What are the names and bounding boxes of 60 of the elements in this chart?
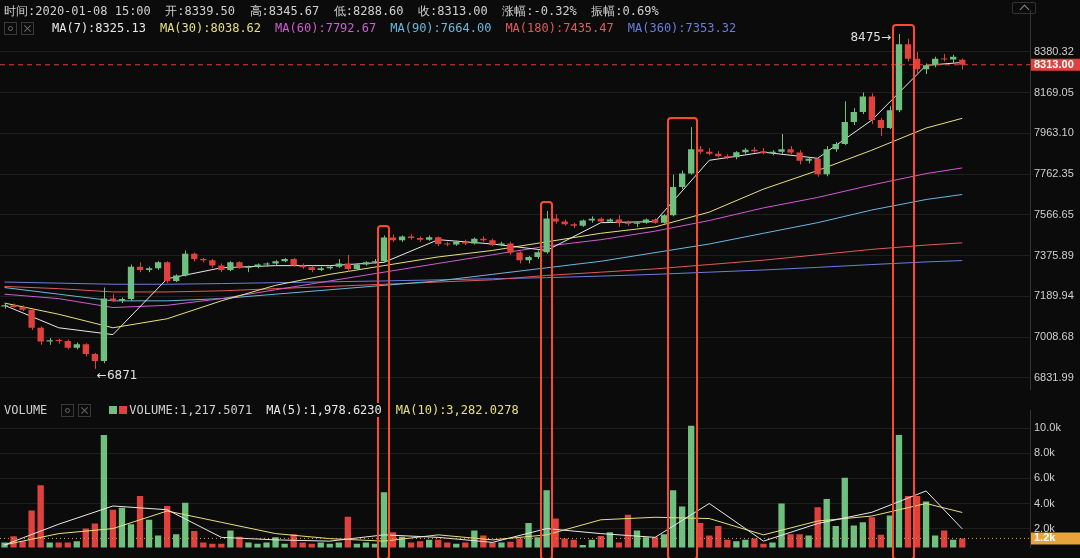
candlestick bbox=[570, 222, 577, 229]
chart-title: 时间:2020-01-08 15:00 开:8339.50 高:8345.67 低:8288.60 收:8313.00 涨幅:-0.32% 振幅:0.69% bbox=[4, 3, 659, 20]
y-tick-label: 4.0k bbox=[1034, 496, 1056, 509]
candlestick bbox=[362, 260, 370, 267]
text: MA(5):1,978.6230 bbox=[266, 403, 382, 417]
text: MA(10):3,282.0278 bbox=[395, 403, 519, 417]
y-tick-label: 8.0k bbox=[1034, 446, 1056, 459]
text: MA(90):7664.00 bbox=[390, 21, 492, 35]
legend-label: VOLUME:1,217.5071 bbox=[109, 403, 253, 417]
candlestick bbox=[416, 235, 424, 243]
y-tick-label: 7566.65 bbox=[1034, 207, 1074, 220]
candlestick bbox=[290, 257, 297, 268]
candlestick bbox=[263, 261, 270, 268]
text: MA(30):8038.62 bbox=[159, 21, 262, 35]
candlestick bbox=[606, 217, 614, 224]
y-tick-label: 7762.35 bbox=[1034, 167, 1074, 180]
candlestick bbox=[760, 147, 767, 155]
candlestick bbox=[507, 241, 514, 256]
candlestick bbox=[543, 210, 550, 255]
annotation: ←6871 bbox=[96, 367, 138, 382]
y-tick-label: 7963.10 bbox=[1034, 126, 1074, 139]
candlestick bbox=[778, 133, 785, 155]
text: MA(360):7353.32 bbox=[627, 21, 737, 35]
y-tick-label: 6.0k bbox=[1034, 471, 1056, 484]
y-tick-label: 7189.94 bbox=[1034, 289, 1074, 302]
y-tick-label: 7375.89 bbox=[1034, 248, 1074, 261]
y-tick-label: 7008.68 bbox=[1034, 330, 1074, 343]
candlestick bbox=[426, 234, 433, 242]
candlestick bbox=[37, 326, 44, 346]
candlestick bbox=[805, 156, 812, 164]
candlestick bbox=[317, 266, 324, 272]
candlestick bbox=[796, 149, 803, 165]
candlestick bbox=[552, 213, 559, 225]
candlestick bbox=[10, 303, 17, 309]
ref-line-label: 8313.00 bbox=[1034, 57, 1074, 70]
annotation: 8475→ bbox=[850, 30, 891, 45]
text: MA(60):7792.67 bbox=[275, 21, 377, 35]
y-tick-label: 8169.05 bbox=[1034, 85, 1074, 98]
y-tick-label: 8380.32 bbox=[1034, 44, 1074, 57]
text: MA(180):7435.47 bbox=[505, 21, 614, 35]
candlestick bbox=[227, 260, 234, 272]
candlestick bbox=[642, 217, 650, 225]
y-tick-label: 2.0k bbox=[1034, 521, 1056, 534]
candlestick bbox=[236, 260, 243, 270]
candlestick bbox=[19, 304, 26, 312]
candlestick bbox=[145, 266, 153, 273]
candlestick bbox=[588, 215, 595, 224]
candlestick bbox=[335, 258, 342, 269]
candlestick bbox=[733, 150, 740, 160]
candlestick bbox=[787, 145, 794, 155]
candlestick bbox=[407, 233, 415, 241]
y-tick-label: 6831.99 bbox=[1034, 370, 1074, 383]
candlestick bbox=[28, 308, 35, 331]
text: MA(7):8325.13 bbox=[52, 21, 146, 35]
candlestick bbox=[651, 217, 659, 225]
y-tick-label: 10.0k bbox=[1034, 421, 1062, 434]
ref-line-label: 1.2k bbox=[1034, 531, 1057, 544]
candlestick bbox=[462, 239, 469, 246]
chart-title: VOLUME bbox=[4, 403, 48, 417]
candlestick bbox=[615, 214, 623, 228]
